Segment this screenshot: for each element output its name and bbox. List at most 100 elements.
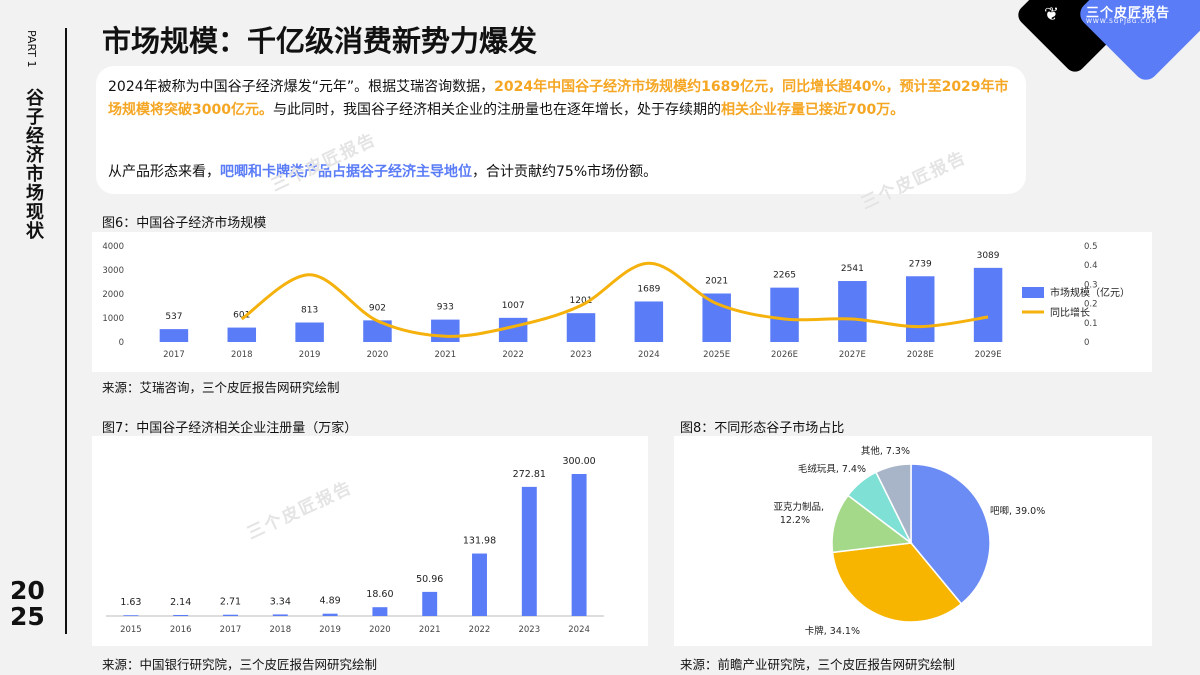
slice-label: 其他, 7.3% [861, 445, 910, 457]
data-label: 601 [233, 311, 250, 321]
summary-text: 从产品形态来看， [108, 164, 220, 180]
bar [159, 329, 189, 342]
fig7-title: 图7：中国谷子经济相关企业注册量（万家） [102, 421, 358, 436]
bar [431, 319, 460, 342]
data-label: 2.14 [170, 597, 191, 608]
x-tick-label: 2020 [369, 625, 391, 635]
data-label: 131.98 [463, 536, 496, 547]
bar [702, 293, 731, 342]
bar [295, 322, 324, 342]
fig8-title: 图8：不同形态谷子市场占比 [680, 421, 845, 436]
pie-slice [831, 542, 963, 623]
data-label: 2739 [909, 259, 932, 269]
data-label: 50.96 [416, 574, 443, 585]
bar [770, 287, 799, 342]
x-tick-label: 2018 [231, 350, 253, 360]
x-tick-label: 2019 [319, 625, 341, 635]
summary-highlight: 吧唧和卡牌类产品占据谷子经济主导地位 [220, 164, 472, 180]
data-label: 2265 [773, 271, 796, 281]
logo-text: 三个皮匠报告 [1086, 6, 1171, 21]
logo[interactable]: ❦ 三个皮匠报告 WWW.SGPJBG.COM [1000, 0, 1200, 85]
summary-box: 2024年被称为中国谷子经济爆发“元年”。根据艾瑞咨询数据，2024年中国谷子经… [96, 66, 1026, 214]
y2-tick-label: 0.4 [1084, 261, 1098, 271]
sidebar: PART 1 谷子经济市场现状 20 25 [0, 0, 67, 675]
slice-label: 12.2% [780, 515, 810, 526]
data-label: 3089 [977, 251, 1000, 261]
registration-chart: 1.63 2015 2.14 2016 2.71 2017 3.34 2018 4.89 2019… [106, 456, 604, 635]
bar [571, 474, 587, 616]
data-label: 2.71 [220, 597, 241, 608]
logo-url: WWW.SGPJBG.COM [1086, 18, 1158, 25]
y-tick-label: 4000 [102, 242, 124, 252]
year-top: 20 [10, 576, 45, 605]
data-label: 300.00 [562, 456, 595, 467]
x-tick-label: 2025E [703, 350, 730, 360]
x-tick-label: 2027E [839, 350, 866, 360]
bar [838, 281, 867, 342]
bar [363, 320, 392, 342]
slice-label: 毛绒玩具, 7.4% [798, 463, 866, 475]
bar [634, 301, 664, 342]
data-label: 4.89 [320, 596, 341, 607]
x-tick-label: 2028E [907, 350, 934, 360]
data-label: 1201 [570, 296, 593, 306]
pie-slice [910, 463, 991, 605]
x-tick-label: 2022 [502, 350, 524, 360]
x-tick-label: 2023 [518, 625, 540, 635]
bar [566, 313, 596, 342]
growth-line [240, 261, 989, 338]
data-label: 2541 [841, 264, 864, 274]
y2-tick-label: 0.3 [1084, 280, 1098, 290]
y-tick-label: 2000 [102, 290, 124, 300]
data-label: 3.34 [270, 596, 291, 607]
bar [521, 486, 537, 616]
x-tick-label: 2018 [269, 625, 291, 635]
data-label: 902 [369, 303, 386, 313]
fig7-panel: 1.63 2015 2.14 2016 2.71 2017 3.34 2018 4.89 2019… [92, 436, 648, 646]
y-tick-label: 0 [119, 338, 124, 348]
bar [973, 267, 1003, 342]
summary-paragraph-1: 2024年被称为中国谷子经济爆发“元年”。根据艾瑞咨询数据，2024年中国谷子经… [108, 76, 1013, 122]
pie-slice [831, 494, 913, 554]
data-label: 1689 [637, 284, 660, 294]
y-tick-label: 1000 [102, 314, 124, 324]
data-label: 1.63 [120, 597, 141, 608]
x-tick-label: 2017 [220, 625, 242, 635]
fig6-source: 来源：艾瑞咨询，三个皮匠报告网研究绘制 [102, 380, 340, 395]
summary-text: 与此同时，我国谷子经济相关企业的注册量也在逐年增长，处于存续期的 [272, 102, 721, 118]
slice-label: 吧唧, 39.0% [990, 506, 1045, 517]
x-tick-label: 2021 [434, 350, 456, 360]
x-tick-label: 2017 [163, 350, 185, 360]
fig7-source: 来源：中国银行研究院，三个皮匠报告网研究绘制 [102, 657, 378, 672]
data-label: 1007 [502, 301, 525, 311]
bar [905, 276, 935, 342]
fig6-panel: 0 1000 2000 3000 4000 0 0.1 0.2 0.3 0.4 0.5 537 2017… [92, 232, 1152, 372]
data-label: 813 [301, 305, 318, 315]
bar [223, 614, 238, 616]
bar [173, 614, 189, 616]
bar [272, 614, 288, 616]
x-tick-label: 2019 [299, 350, 321, 360]
summary-text: ，合计贡献约75%市场份额。 [472, 164, 658, 180]
fig8-panel: 吧唧, 39.0% 卡牌, 34.1% 亚克力制品, 12.2% 毛绒玩具, 7.4% 其… [674, 436, 1152, 646]
summary-highlight: 相关企业存量已接近700万。 [720, 102, 905, 118]
bar [422, 591, 438, 616]
fig8-source: 来源：前瞻产业研究院，三个皮匠报告网研究绘制 [680, 657, 956, 672]
divider [65, 28, 67, 634]
data-label: 933 [437, 303, 454, 313]
bar [227, 327, 257, 342]
product-share-pie: 吧唧, 39.0% 卡牌, 34.1% 亚克力制品, 12.2% 毛绒玩具, 7.4% 其… [773, 445, 1045, 637]
year-label: 20 25 [10, 578, 45, 630]
bar [123, 615, 139, 616]
bar [322, 613, 338, 616]
data-label: 2021 [705, 276, 728, 286]
market-size-chart: 0 1000 2000 3000 4000 0 0.1 0.2 0.3 0.4 0.5 537 2017… [102, 242, 1130, 360]
bar [472, 553, 487, 616]
book-icon: ❦ [1044, 4, 1060, 25]
part-label: PART 1 [25, 30, 38, 68]
legend-label: 同比增长 [1050, 306, 1090, 319]
x-tick-label: 2016 [170, 625, 192, 635]
x-tick-label: 2026E [771, 350, 798, 360]
year-bottom: 25 [10, 602, 45, 631]
slice-label: 卡牌, 34.1% [805, 625, 860, 637]
